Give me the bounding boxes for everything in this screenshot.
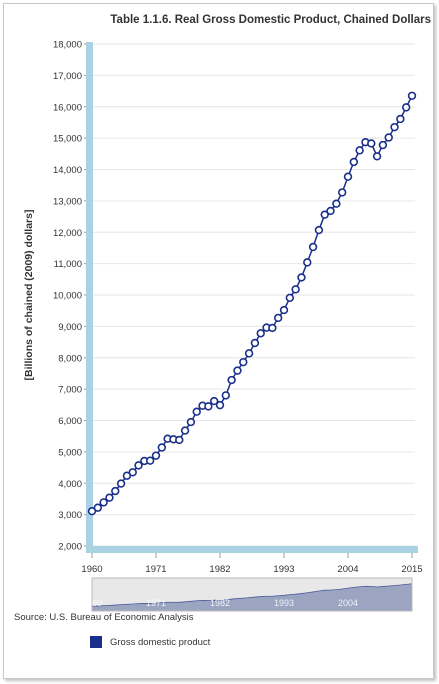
data-point xyxy=(145,456,155,465)
data-point xyxy=(303,258,312,267)
x-tick-label: 1960 xyxy=(81,564,102,575)
y-tick-label: 6,000 xyxy=(58,416,82,427)
data-point xyxy=(401,103,411,112)
source-note: Source: U.S. Bureau of Economic Analysis xyxy=(14,612,194,623)
chart-title: Table 1.1.6. Real Gross Domestic Product… xyxy=(110,14,431,26)
data-point xyxy=(111,486,120,496)
x-tick-label: 1993 xyxy=(273,564,294,575)
y-tick-label: 4,000 xyxy=(58,479,82,490)
y-tick-label: 12,000 xyxy=(53,228,82,239)
y-tick-label: 11,000 xyxy=(54,259,82,270)
x-tick-label: 1982 xyxy=(209,564,230,575)
y-tick-label: 7,000 xyxy=(58,385,82,396)
x-tick-label: 2015 xyxy=(401,564,422,575)
x-tick-label: 1971 xyxy=(145,564,166,575)
data-point xyxy=(209,396,219,406)
y-tick-label: 10,000 xyxy=(53,291,82,302)
data-point xyxy=(215,400,225,410)
data-point xyxy=(175,435,184,445)
data-point xyxy=(250,338,260,348)
y-axis-band xyxy=(86,42,93,550)
y-axis-title: [Billions of chained (2009) dollars] xyxy=(23,210,35,381)
data-point xyxy=(291,285,300,294)
series-line xyxy=(91,95,413,512)
x-axis-band xyxy=(86,546,418,553)
y-tick-label: 15,000 xyxy=(53,134,82,145)
data-point xyxy=(297,273,306,282)
data-point xyxy=(221,391,231,400)
data-point xyxy=(396,114,405,124)
data-point xyxy=(268,323,277,333)
y-tick-label: 9,000 xyxy=(58,322,82,333)
data-point xyxy=(192,407,201,416)
data-point xyxy=(157,443,167,452)
data-point xyxy=(180,426,190,435)
data-point xyxy=(390,122,399,132)
legend-swatch xyxy=(90,636,102,648)
data-point xyxy=(378,140,388,150)
navigator-border xyxy=(91,577,413,612)
y-tick-label: 18,000 xyxy=(53,40,82,51)
data-point xyxy=(314,225,324,235)
data-point xyxy=(99,498,108,507)
data-point xyxy=(128,468,137,477)
data-point xyxy=(308,242,318,252)
data-point xyxy=(355,146,364,155)
data-point xyxy=(279,305,289,315)
y-tick-label: 8,000 xyxy=(58,353,82,364)
navigator-tick-label: 2004 xyxy=(338,598,358,608)
navigator-tick-label: 1982 xyxy=(210,598,230,608)
y-tick-label: 14,000 xyxy=(53,165,82,176)
navigator-tick-label: 1993 xyxy=(274,598,294,608)
y-tick-label: 3,000 xyxy=(58,510,82,521)
data-point xyxy=(285,293,295,303)
data-point xyxy=(384,133,393,142)
data-point xyxy=(349,157,359,167)
data-point xyxy=(326,206,335,216)
y-tick-label: 16,000 xyxy=(53,102,82,113)
data-point xyxy=(407,91,417,100)
data-point xyxy=(256,329,265,338)
chart-frame: Table 1.1.6. Real Gross Domestic Product… xyxy=(3,3,434,679)
data-point xyxy=(332,199,341,208)
navigator-tick-label: 1971 xyxy=(146,598,166,608)
y-tick-label: 2,000 xyxy=(58,542,82,553)
data-point xyxy=(367,139,376,148)
data-point xyxy=(320,210,329,219)
data-point xyxy=(227,375,236,385)
y-tick-label: 5,000 xyxy=(58,447,82,458)
data-point xyxy=(244,349,254,358)
data-point xyxy=(105,493,114,502)
data-point xyxy=(151,451,161,460)
legend-label: Gross domestic product xyxy=(110,636,211,648)
data-point xyxy=(204,402,213,411)
y-tick-label: 17,000 xyxy=(53,71,82,82)
data-point xyxy=(134,461,143,470)
data-point xyxy=(93,503,103,512)
data-point xyxy=(116,479,126,488)
data-point xyxy=(337,188,347,197)
y-tick-label: 13,000 xyxy=(53,196,82,207)
data-point xyxy=(372,152,382,161)
data-point xyxy=(233,366,242,375)
data-point xyxy=(343,172,353,181)
navigator-area xyxy=(91,583,413,612)
data-point xyxy=(239,357,248,367)
x-tick-label: 2004 xyxy=(337,564,358,575)
data-point xyxy=(186,417,196,427)
data-point xyxy=(87,506,97,516)
data-point xyxy=(273,313,283,323)
data-point xyxy=(122,471,132,480)
legend[interactable]: Gross domestic product xyxy=(90,636,210,648)
